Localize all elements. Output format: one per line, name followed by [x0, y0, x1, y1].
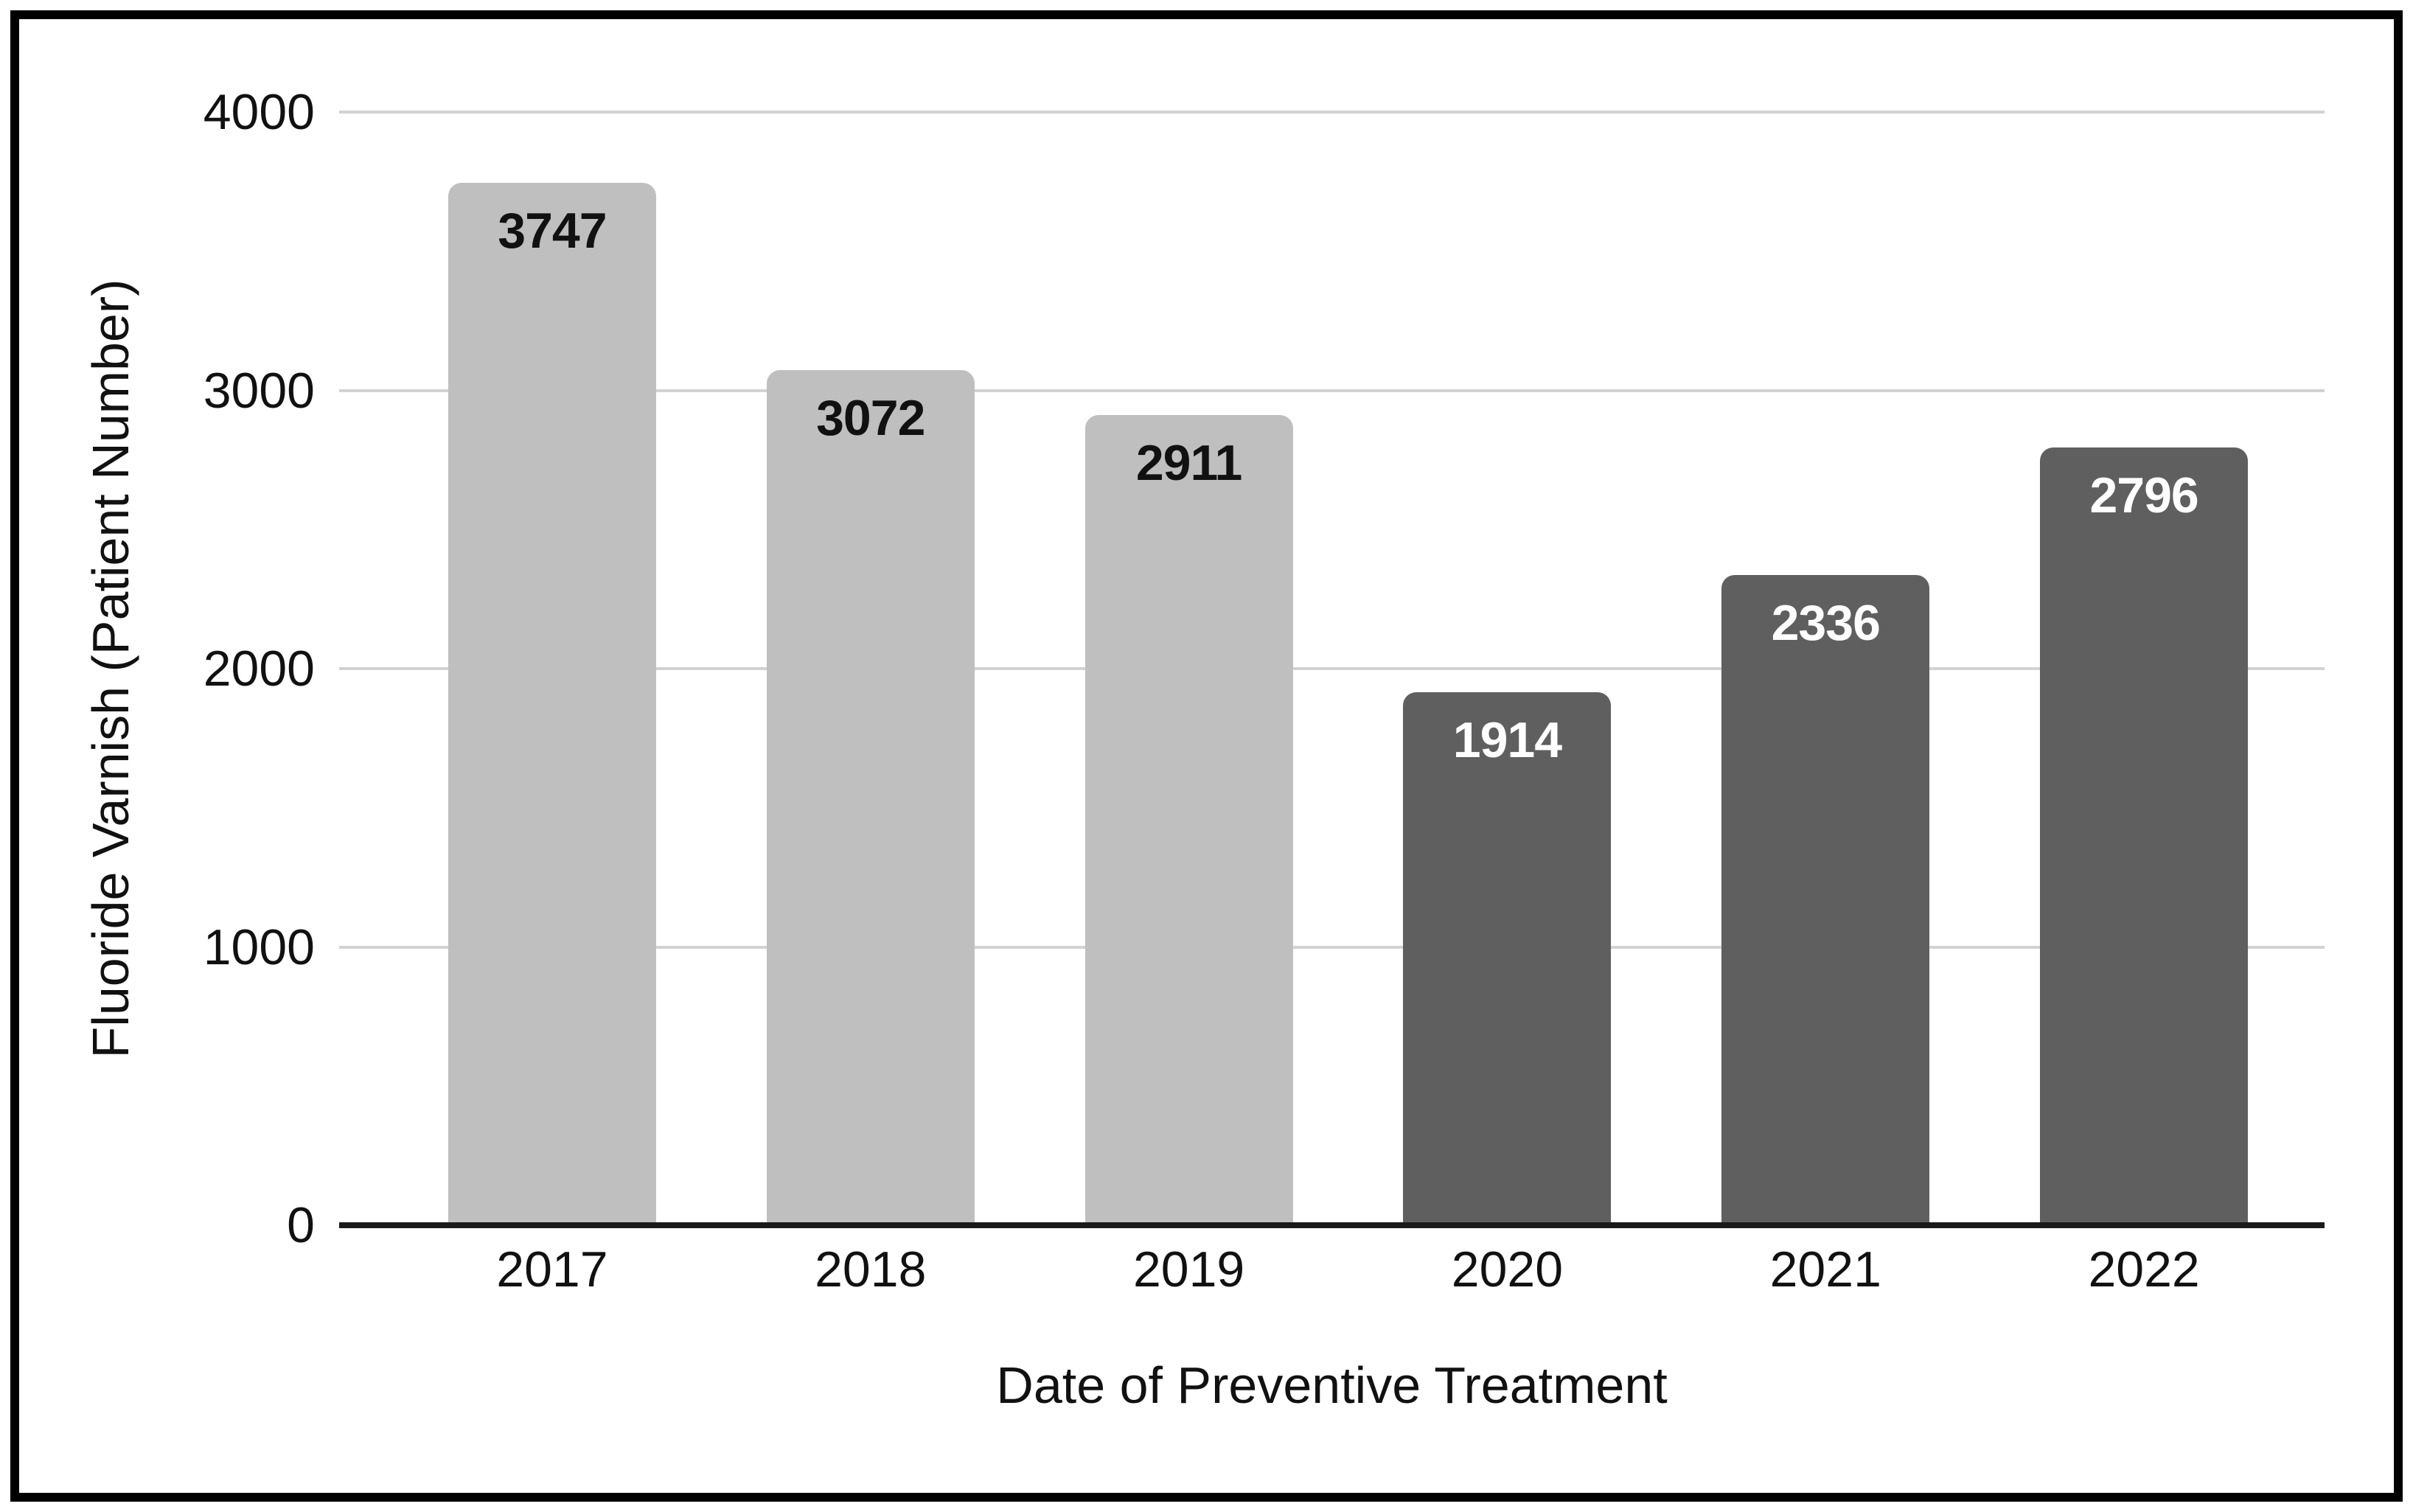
gridline-2000: [339, 667, 2325, 670]
y-tick-label: 1000: [203, 919, 315, 975]
bar-value-label: 3072: [816, 390, 925, 447]
y-tick-label: 2000: [203, 641, 315, 697]
x-tick-label: 2018: [815, 1241, 927, 1297]
bar-2017: [448, 182, 656, 1225]
bar-2019: [1084, 415, 1293, 1225]
gridline-3000: [339, 389, 2325, 392]
x-tick-label: 2020: [1451, 1241, 1564, 1297]
bar-2022: [2040, 447, 2249, 1225]
bar-value-label: 3747: [498, 202, 607, 259]
y-axis-title: Fluoride Varnish (Patient Number): [82, 279, 139, 1059]
bar-value-label: 2796: [2089, 467, 2198, 523]
x-tick-label: 2019: [1132, 1241, 1245, 1297]
bar-2020: [1403, 692, 1612, 1225]
gridline-1000: [339, 945, 2325, 949]
x-axis-baseline: [339, 1222, 2325, 1228]
bar-2018: [766, 370, 975, 1225]
y-tick-label: 3000: [203, 362, 315, 419]
x-axis-title: Date of Preventive Treatment: [996, 1356, 1668, 1414]
plot-area: 4000 3000 2000 1000 0 3747 2017 3072 2018 2911 201…: [19, 19, 2394, 1493]
chart-border-frame: 4000 3000 2000 1000 0 3747 2017 3072 2018 2911 201…: [10, 10, 2403, 1502]
x-tick-label: 2021: [1769, 1241, 1881, 1297]
x-tick-label: 2022: [2088, 1241, 2200, 1297]
x-tick-label: 2017: [496, 1241, 608, 1297]
gridline-4000: [339, 111, 2325, 114]
bar-value-label: 1914: [1452, 712, 1562, 769]
y-tick-label: 0: [287, 1197, 315, 1253]
bar-value-label: 2336: [1771, 595, 1881, 652]
y-tick-label: 4000: [203, 84, 315, 140]
bar-2021: [1721, 575, 1930, 1225]
bar-value-label: 2911: [1135, 435, 1243, 492]
